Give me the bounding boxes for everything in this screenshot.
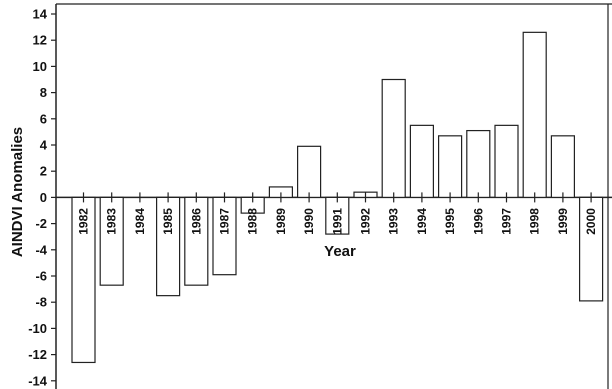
y-tick-label: 4 — [40, 138, 48, 153]
y-tick-label: -14 — [28, 373, 48, 388]
x-tick-label: 1991 — [330, 208, 344, 235]
x-tick-label: 1998 — [528, 208, 542, 235]
y-tick-label: -2 — [35, 216, 47, 231]
x-axis-title: Year — [324, 243, 356, 260]
bar-1994 — [409, 124, 434, 199]
y-tick-label: -12 — [28, 347, 47, 362]
bar-1998 — [522, 31, 547, 198]
y-tick-label: 14 — [33, 7, 48, 22]
y-tick-label: 2 — [40, 164, 47, 179]
x-tick-label: 1987 — [218, 208, 232, 235]
x-tick-label: 1982 — [77, 208, 91, 235]
bar-1990 — [297, 145, 322, 198]
bar-1996 — [466, 129, 491, 198]
y-tick-label: -4 — [35, 242, 47, 257]
x-tick-label: 1994 — [415, 208, 429, 235]
x-tick-label: 1985 — [161, 208, 175, 235]
x-tick-label: 1992 — [359, 208, 373, 235]
y-tick-label: 0 — [40, 190, 47, 205]
x-tick-label: 1996 — [471, 208, 485, 235]
x-tick-label: 1990 — [302, 208, 316, 235]
x-tick-label: 1999 — [556, 208, 570, 235]
y-tick-label: 8 — [40, 85, 47, 100]
bar-1999 — [550, 135, 576, 199]
x-tick-label: 2000 — [584, 208, 598, 235]
y-tick-label: 6 — [40, 111, 47, 126]
y-tick-label: -6 — [35, 269, 47, 284]
x-tick-label: 1988 — [246, 208, 260, 235]
x-tick-label: 1993 — [387, 208, 401, 235]
x-tick-label: 1995 — [443, 208, 457, 235]
x-tick-label: 1983 — [105, 208, 119, 235]
y-axis-title: AINDVI Anomalies — [9, 127, 26, 257]
x-tick-label: 1997 — [500, 208, 514, 235]
x-tick-label: 1986 — [189, 208, 203, 235]
bar-1993 — [381, 78, 406, 199]
x-tick-label: 1989 — [274, 208, 288, 235]
y-tick-label: 10 — [33, 59, 47, 74]
y-tick-label: -8 — [35, 295, 47, 310]
x-tick-label: 1984 — [133, 208, 147, 235]
y-tick-label: 12 — [33, 33, 47, 48]
bar-1997 — [494, 124, 519, 199]
y-tick-label: -10 — [28, 321, 47, 336]
bar-1995 — [438, 135, 463, 199]
